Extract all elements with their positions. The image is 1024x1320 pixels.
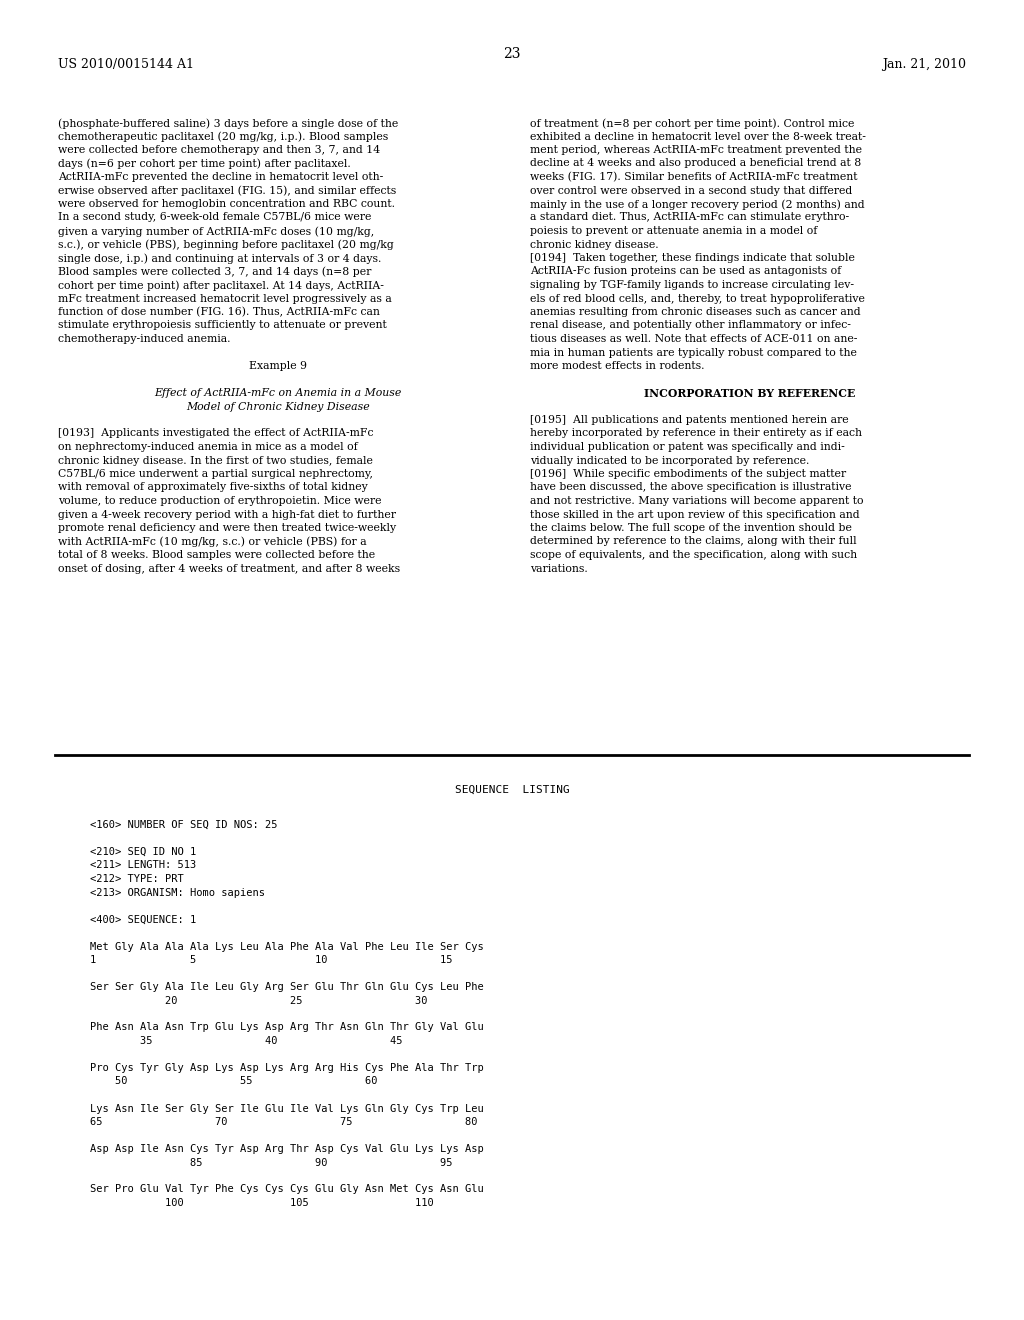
Text: chemotherapeutic paclitaxel (20 mg/kg, i.p.). Blood samples: chemotherapeutic paclitaxel (20 mg/kg, i… — [58, 132, 388, 143]
Text: <212> TYPE: PRT: <212> TYPE: PRT — [90, 874, 183, 884]
Text: [0195]  All publications and patents mentioned herein are: [0195] All publications and patents ment… — [530, 414, 849, 425]
Text: 65                  70                  75                  80: 65 70 75 80 — [90, 1117, 477, 1127]
Text: Asp Asp Ile Asn Cys Tyr Asp Arg Thr Asp Cys Val Glu Lys Lys Asp: Asp Asp Ile Asn Cys Tyr Asp Arg Thr Asp … — [90, 1144, 483, 1154]
Text: <211> LENGTH: 513: <211> LENGTH: 513 — [90, 861, 197, 870]
Text: <213> ORGANISM: Homo sapiens: <213> ORGANISM: Homo sapiens — [90, 887, 265, 898]
Text: scope of equivalents, and the specification, along with such: scope of equivalents, and the specificat… — [530, 550, 857, 560]
Text: given a 4-week recovery period with a high-fat diet to further: given a 4-week recovery period with a hi… — [58, 510, 396, 520]
Text: 20                  25                  30: 20 25 30 — [90, 995, 427, 1006]
Text: INCORPORATION BY REFERENCE: INCORPORATION BY REFERENCE — [644, 388, 856, 399]
Text: [0193]  Applicants investigated the effect of ActRIIA-mFc: [0193] Applicants investigated the effec… — [58, 429, 374, 438]
Text: 23: 23 — [503, 48, 521, 61]
Text: 35                  40                  45: 35 40 45 — [90, 1036, 402, 1045]
Text: exhibited a decline in hematocrit level over the 8-week treat-: exhibited a decline in hematocrit level … — [530, 132, 866, 141]
Text: the claims below. The full scope of the invention should be: the claims below. The full scope of the … — [530, 523, 852, 533]
Text: determined by reference to the claims, along with their full: determined by reference to the claims, a… — [530, 536, 857, 546]
Text: tious diseases as well. Note that effects of ACE-011 on ane-: tious diseases as well. Note that effect… — [530, 334, 857, 345]
Text: In a second study, 6-week-old female C57BL/6 mice were: In a second study, 6-week-old female C57… — [58, 213, 372, 223]
Text: ment period, whereas ActRIIA-mFc treatment prevented the: ment period, whereas ActRIIA-mFc treatme… — [530, 145, 862, 154]
Text: [0194]  Taken together, these findings indicate that soluble: [0194] Taken together, these findings in… — [530, 253, 855, 263]
Text: with ActRIIA-mFc (10 mg/kg, s.c.) or vehicle (PBS) for a: with ActRIIA-mFc (10 mg/kg, s.c.) or veh… — [58, 536, 367, 546]
Text: (phosphate-buffered saline) 3 days before a single dose of the: (phosphate-buffered saline) 3 days befor… — [58, 117, 398, 128]
Text: ActRIIA-mFc prevented the decline in hematocrit level oth-: ActRIIA-mFc prevented the decline in hem… — [58, 172, 383, 182]
Text: <400> SEQUENCE: 1: <400> SEQUENCE: 1 — [90, 915, 197, 924]
Text: Jan. 21, 2010: Jan. 21, 2010 — [882, 58, 966, 71]
Text: s.c.), or vehicle (PBS), beginning before paclitaxel (20 mg/kg: s.c.), or vehicle (PBS), beginning befor… — [58, 239, 394, 249]
Text: US 2010/0015144 A1: US 2010/0015144 A1 — [58, 58, 194, 71]
Text: chronic kidney disease.: chronic kidney disease. — [530, 239, 658, 249]
Text: 1               5                   10                  15: 1 5 10 15 — [90, 954, 453, 965]
Text: <210> SEQ ID NO 1: <210> SEQ ID NO 1 — [90, 847, 197, 857]
Text: 100                 105                 110: 100 105 110 — [90, 1199, 434, 1208]
Text: given a varying number of ActRIIA-mFc doses (10 mg/kg,: given a varying number of ActRIIA-mFc do… — [58, 226, 374, 236]
Text: C57BL/6 mice underwent a partial surgical nephrectomy,: C57BL/6 mice underwent a partial surgica… — [58, 469, 373, 479]
Text: <160> NUMBER OF SEQ ID NOS: 25: <160> NUMBER OF SEQ ID NOS: 25 — [90, 820, 278, 830]
Text: weeks (FIG. 17). Similar benefits of ActRIIA-mFc treatment: weeks (FIG. 17). Similar benefits of Act… — [530, 172, 857, 182]
Text: days (n=6 per cohort per time point) after paclitaxel.: days (n=6 per cohort per time point) aft… — [58, 158, 351, 169]
Text: were collected before chemotherapy and then 3, 7, and 14: were collected before chemotherapy and t… — [58, 145, 380, 154]
Text: total of 8 weeks. Blood samples were collected before the: total of 8 weeks. Blood samples were col… — [58, 550, 375, 560]
Text: more modest effects in rodents.: more modest effects in rodents. — [530, 360, 705, 371]
Text: Met Gly Ala Ala Ala Lys Leu Ala Phe Ala Val Phe Leu Ile Ser Cys: Met Gly Ala Ala Ala Lys Leu Ala Phe Ala … — [90, 941, 483, 952]
Text: were observed for hemoglobin concentration and RBC count.: were observed for hemoglobin concentrati… — [58, 199, 395, 209]
Text: els of red blood cells, and, thereby, to treat hypoproliferative: els of red blood cells, and, thereby, to… — [530, 293, 865, 304]
Text: stimulate erythropoiesis sufficiently to attenuate or prevent: stimulate erythropoiesis sufficiently to… — [58, 321, 387, 330]
Text: volume, to reduce production of erythropoietin. Mice were: volume, to reduce production of erythrop… — [58, 496, 382, 506]
Text: SEQUENCE  LISTING: SEQUENCE LISTING — [455, 785, 569, 795]
Text: signaling by TGF-family ligands to increase circulating lev-: signaling by TGF-family ligands to incre… — [530, 280, 854, 290]
Text: mia in human patients are typically robust compared to the: mia in human patients are typically robu… — [530, 347, 857, 358]
Text: over control were observed in a second study that differed: over control were observed in a second s… — [530, 186, 852, 195]
Text: Pro Cys Tyr Gly Asp Lys Asp Lys Arg Arg His Cys Phe Ala Thr Trp: Pro Cys Tyr Gly Asp Lys Asp Lys Arg Arg … — [90, 1063, 483, 1073]
Text: have been discussed, the above specification is illustrative: have been discussed, the above specifica… — [530, 483, 852, 492]
Text: ActRIIA-Fc fusion proteins can be used as antagonists of: ActRIIA-Fc fusion proteins can be used a… — [530, 267, 842, 276]
Text: single dose, i.p.) and continuing at intervals of 3 or 4 days.: single dose, i.p.) and continuing at int… — [58, 253, 381, 264]
Text: renal disease, and potentially other inflammatory or infec-: renal disease, and potentially other inf… — [530, 321, 851, 330]
Text: promote renal deficiency and were then treated twice-weekly: promote renal deficiency and were then t… — [58, 523, 396, 533]
Text: mainly in the use of a longer recovery period (2 months) and: mainly in the use of a longer recovery p… — [530, 199, 864, 210]
Text: Phe Asn Ala Asn Trp Glu Lys Asp Arg Thr Asn Gln Thr Gly Val Glu: Phe Asn Ala Asn Trp Glu Lys Asp Arg Thr … — [90, 1023, 483, 1032]
Text: and not restrictive. Many variations will become apparent to: and not restrictive. Many variations wil… — [530, 496, 863, 506]
Text: chronic kidney disease. In the first of two studies, female: chronic kidney disease. In the first of … — [58, 455, 373, 466]
Text: Ser Ser Gly Ala Ile Leu Gly Arg Ser Glu Thr Gln Glu Cys Leu Phe: Ser Ser Gly Ala Ile Leu Gly Arg Ser Glu … — [90, 982, 483, 993]
Text: individual publication or patent was specifically and indi-: individual publication or patent was spe… — [530, 442, 845, 451]
Text: mFc treatment increased hematocrit level progressively as a: mFc treatment increased hematocrit level… — [58, 293, 392, 304]
Text: on nephrectomy-induced anemia in mice as a model of: on nephrectomy-induced anemia in mice as… — [58, 442, 357, 451]
Text: anemias resulting from chronic diseases such as cancer and: anemias resulting from chronic diseases … — [530, 308, 860, 317]
Text: erwise observed after paclitaxel (FIG. 15), and similar effects: erwise observed after paclitaxel (FIG. 1… — [58, 186, 396, 197]
Text: with removal of approximately five-sixths of total kidney: with removal of approximately five-sixth… — [58, 483, 368, 492]
Text: Blood samples were collected 3, 7, and 14 days (n=8 per: Blood samples were collected 3, 7, and 1… — [58, 267, 372, 277]
Text: Lys Asn Ile Ser Gly Ser Ile Glu Ile Val Lys Gln Gly Cys Trp Leu: Lys Asn Ile Ser Gly Ser Ile Glu Ile Val … — [90, 1104, 483, 1114]
Text: 85                  90                  95: 85 90 95 — [90, 1158, 453, 1167]
Text: of treatment (n=8 per cohort per time point). Control mice: of treatment (n=8 per cohort per time po… — [530, 117, 854, 128]
Text: chemotherapy-induced anemia.: chemotherapy-induced anemia. — [58, 334, 230, 345]
Text: hereby incorporated by reference in their entirety as if each: hereby incorporated by reference in thei… — [530, 429, 862, 438]
Text: function of dose number (FIG. 16). Thus, ActRIIA-mFc can: function of dose number (FIG. 16). Thus,… — [58, 308, 380, 317]
Text: 50                  55                  60: 50 55 60 — [90, 1077, 378, 1086]
Text: variations.: variations. — [530, 564, 588, 573]
Text: [0196]  While specific embodiments of the subject matter: [0196] While specific embodiments of the… — [530, 469, 846, 479]
Text: those skilled in the art upon review of this specification and: those skilled in the art upon review of … — [530, 510, 859, 520]
Text: onset of dosing, after 4 weeks of treatment, and after 8 weeks: onset of dosing, after 4 weeks of treatm… — [58, 564, 400, 573]
Text: a standard diet. Thus, ActRIIA-mFc can stimulate erythro-: a standard diet. Thus, ActRIIA-mFc can s… — [530, 213, 849, 223]
Text: cohort per time point) after paclitaxel. At 14 days, ActRIIA-: cohort per time point) after paclitaxel.… — [58, 280, 384, 290]
Text: Effect of ActRIIA-mFc on Anemia in a Mouse: Effect of ActRIIA-mFc on Anemia in a Mou… — [155, 388, 401, 399]
Text: Model of Chronic Kidney Disease: Model of Chronic Kidney Disease — [186, 401, 370, 412]
Text: poiesis to prevent or attenuate anemia in a model of: poiesis to prevent or attenuate anemia i… — [530, 226, 817, 236]
Text: Ser Pro Glu Val Tyr Phe Cys Cys Cys Glu Gly Asn Met Cys Asn Glu: Ser Pro Glu Val Tyr Phe Cys Cys Cys Glu … — [90, 1184, 483, 1195]
Text: Example 9: Example 9 — [249, 360, 307, 371]
Text: decline at 4 weeks and also produced a beneficial trend at 8: decline at 4 weeks and also produced a b… — [530, 158, 861, 169]
Text: vidually indicated to be incorporated by reference.: vidually indicated to be incorporated by… — [530, 455, 809, 466]
